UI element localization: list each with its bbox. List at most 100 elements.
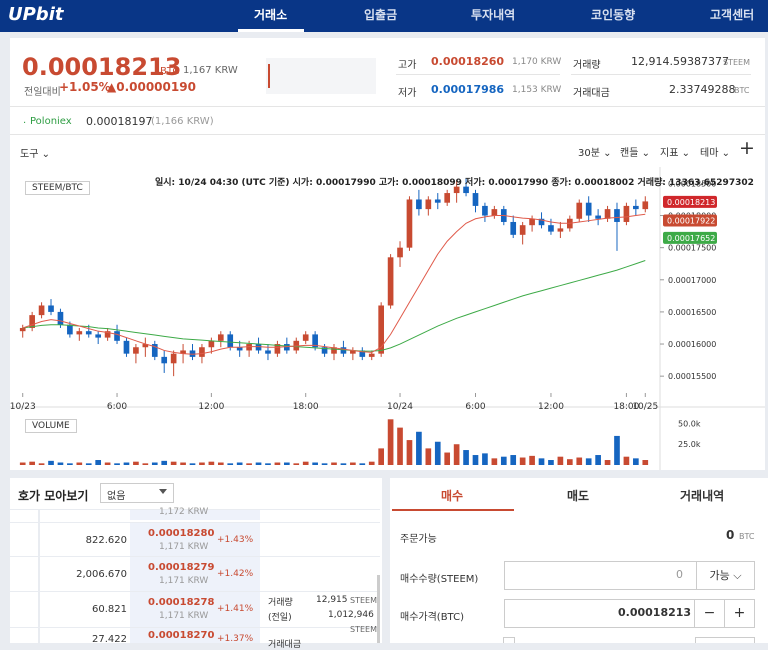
ob-vol-prev: 1,012,946 bbox=[328, 610, 374, 620]
orderbook-price[interactable]: 0.00018279 bbox=[148, 562, 215, 573]
volume-bar bbox=[642, 460, 649, 465]
high-label: 고가 bbox=[398, 60, 417, 71]
y-tick-label: 0.00016500 bbox=[668, 308, 716, 317]
x-tick-label: 12:00 bbox=[198, 402, 224, 412]
volume-bar bbox=[463, 450, 469, 465]
volume-bar bbox=[95, 460, 102, 465]
nav-exchange[interactable]: 거래소 bbox=[254, 8, 288, 22]
low-label: 저가 bbox=[398, 88, 417, 99]
interval-menu[interactable]: 30분 ⌄ bbox=[578, 148, 612, 159]
orderbook-rule bbox=[8, 522, 380, 523]
volume-bar bbox=[161, 460, 168, 465]
checkbox[interactable] bbox=[503, 637, 515, 643]
available-unit: BTC bbox=[739, 532, 755, 541]
orderbook-price[interactable]: 0.00018270 bbox=[148, 630, 215, 641]
ob-vol-label: 거래량 bbox=[268, 598, 293, 608]
qty-label: 매수수량(STEEM) bbox=[400, 574, 479, 585]
orderbook-row-bg bbox=[130, 557, 260, 595]
tab-buy[interactable]: 매수 bbox=[441, 489, 464, 503]
qty-input[interactable] bbox=[504, 561, 755, 590]
price-plus-button[interactable]: + bbox=[724, 600, 754, 628]
price-chart[interactable]: 0.000185000.000180000.000175000.00017000… bbox=[10, 167, 765, 470]
candle-body bbox=[67, 324, 73, 335]
volume-bar bbox=[321, 463, 328, 465]
nav-deposit[interactable]: 입출금 bbox=[364, 8, 398, 22]
toolbar-divider bbox=[10, 134, 765, 135]
x-tick-label: 18:00 bbox=[613, 402, 639, 412]
chart-container[interactable] bbox=[10, 167, 765, 470]
candle-body bbox=[368, 353, 375, 357]
orderbook-qty[interactable]: 822.620 bbox=[85, 535, 127, 546]
candle-body bbox=[529, 218, 535, 226]
nav-support[interactable]: 고객센터 bbox=[710, 8, 755, 22]
mini-chart-bar bbox=[268, 64, 270, 88]
candle-body bbox=[170, 353, 177, 364]
orderbook-title: 호가 모아보기 bbox=[18, 489, 89, 503]
low-value: 0.00017986 bbox=[431, 83, 505, 96]
volume-tick-label: 25.0k bbox=[678, 440, 701, 449]
volume-unit: STEEM bbox=[723, 58, 750, 67]
price-krw: 1,167 KRW bbox=[183, 65, 238, 76]
option-button[interactable] bbox=[695, 637, 755, 643]
candle-body bbox=[463, 186, 469, 194]
candle-body bbox=[217, 334, 224, 341]
orderbook-price[interactable]: 0.00018278 bbox=[148, 597, 215, 608]
volume-bar bbox=[284, 462, 290, 465]
price-tag-label: 0.00017652 bbox=[667, 234, 715, 243]
candle-body bbox=[548, 225, 554, 232]
candle-body bbox=[331, 347, 337, 354]
orderbook-pct: +1.42% bbox=[217, 569, 254, 579]
price-unit: BTC bbox=[160, 66, 180, 77]
candle-body bbox=[161, 356, 168, 364]
volume-bar bbox=[359, 463, 366, 465]
orderbook-qty[interactable]: 60.821 bbox=[92, 604, 127, 615]
qty-max-button[interactable]: 가능 ⌵ bbox=[696, 562, 754, 590]
tools-menu[interactable]: 도구 ⌄ bbox=[20, 149, 50, 160]
nav-investments[interactable]: 투자내역 bbox=[471, 8, 516, 22]
volume-bar bbox=[538, 458, 545, 465]
tab-history[interactable]: 거래내역 bbox=[680, 489, 725, 503]
orderbook-price[interactable]: 0.00018280 bbox=[148, 528, 215, 539]
volume-bar bbox=[331, 462, 337, 465]
candle-body bbox=[312, 334, 318, 348]
chart-type-menu[interactable]: 캔들 ⌄ bbox=[620, 148, 650, 159]
tab-sell[interactable]: 매도 bbox=[567, 489, 590, 503]
indicator-menu[interactable]: 지표 ⌄ bbox=[660, 148, 690, 159]
x-tick-label: 10/25 bbox=[632, 402, 658, 412]
candle-body bbox=[142, 344, 149, 348]
x-tick-label: 12:00 bbox=[538, 402, 564, 412]
volume-bar bbox=[199, 462, 205, 465]
volume-bar bbox=[274, 462, 281, 465]
price-input[interactable] bbox=[504, 599, 755, 628]
candle-body bbox=[133, 347, 139, 354]
nav-coin-trends[interactable]: 코인동향 bbox=[591, 8, 636, 22]
pair-label: STEEM/BTC bbox=[25, 181, 90, 195]
orderbook-qty[interactable]: 2,006.670 bbox=[76, 569, 127, 580]
price-tag-label: 0.00018213 bbox=[667, 198, 715, 207]
amount-unit: BTC bbox=[734, 86, 750, 95]
plus-icon[interactable]: + bbox=[739, 137, 755, 159]
volume-bar bbox=[368, 461, 375, 465]
x-tick-label: 18:00 bbox=[293, 402, 319, 412]
candle-body bbox=[453, 186, 460, 194]
orderbook-qty[interactable]: 27.422 bbox=[92, 634, 127, 645]
ob-amt-label: 거래대금 bbox=[268, 640, 302, 650]
candle-body bbox=[614, 209, 620, 222]
y-tick-label: 0.00018500 bbox=[668, 179, 716, 188]
candle-body bbox=[114, 331, 120, 341]
logo[interactable]: UPbit bbox=[8, 4, 64, 25]
candle-body bbox=[633, 205, 639, 210]
stat-divider-2 bbox=[571, 74, 751, 75]
volume-bar bbox=[189, 463, 196, 465]
candle-body bbox=[265, 350, 271, 354]
orderbook-rule bbox=[8, 556, 380, 557]
orderbook-scrollbar[interactable] bbox=[377, 575, 380, 643]
volume-bar bbox=[48, 460, 54, 465]
x-tick-label: 10/24 bbox=[387, 402, 413, 412]
candle-body bbox=[85, 331, 92, 335]
theme-menu[interactable]: 테마 ⌄ bbox=[700, 148, 730, 159]
price-minus-button[interactable]: − bbox=[694, 600, 724, 628]
orderbook-group-select[interactable]: 없음 bbox=[100, 483, 174, 503]
volume-bar bbox=[472, 455, 479, 465]
candle-body bbox=[472, 193, 479, 206]
